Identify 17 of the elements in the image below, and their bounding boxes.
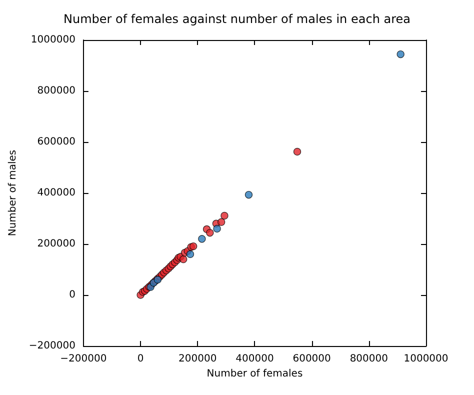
y-tick-label: 0 [69,290,76,300]
x-tick-label: 800000 [350,354,388,364]
y-tick-label: 1000000 [30,34,76,46]
x-tick-label: −200000 [60,354,107,364]
x-tick-label: 0 [137,354,144,364]
x-tick-label: 200000 [178,354,217,364]
x-axis-title: Number of females [206,368,303,380]
y-tick-label: 800000 [37,86,76,96]
y-tick-label: 400000 [37,188,76,198]
chart-title: Number of females against number of males in each area [64,12,410,26]
y-axis-title: Number of males [8,150,18,236]
y-tick-label: −200000 [28,340,76,352]
x-tick-label: 1000000 [404,354,448,364]
x-tick-label: 400000 [236,354,274,364]
x-tick-label: 600000 [292,354,331,364]
y-tick-label: 200000 [37,238,76,250]
y-tick-label: 600000 [37,136,76,148]
